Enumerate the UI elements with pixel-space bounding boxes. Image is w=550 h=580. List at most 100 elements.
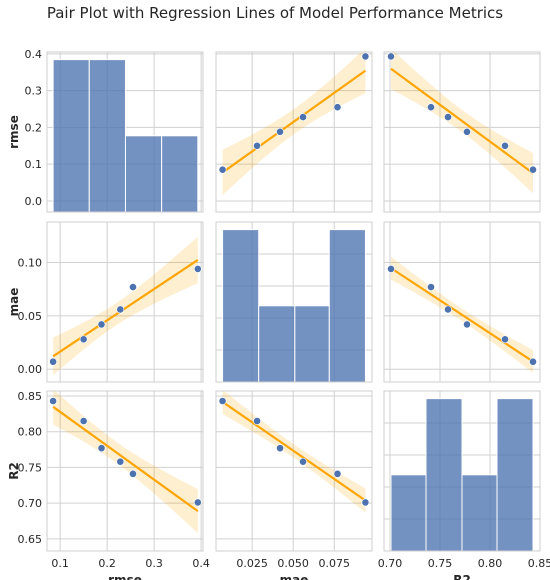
histogram-bar [390,474,427,552]
scatter-point [361,498,370,507]
scatter-point [427,103,435,112]
scatter-point [361,52,370,61]
histogram-bar [496,398,534,552]
panel-R2-vs-R2: 0.70 0.75 0.80 0.85 R2 [378,390,550,580]
confidence-band [53,391,198,534]
y-axis-label: mae [7,288,21,317]
scatter-point [79,335,88,344]
chart-title: Pair Plot with Regression Lines of Model… [47,4,503,22]
histogram-bar [294,305,330,383]
panel-R2-vs-mae: 0.025 0.050 0.075 mae [215,390,373,580]
x-tick-label: 0.3 [145,557,163,570]
histogram-bar [258,305,296,383]
x-tick-label: 0.70 [378,557,403,570]
panel-frame [383,51,541,213]
histogram-bar [222,229,260,383]
scatter-point [444,305,452,314]
scatter-point [129,469,137,478]
x-axis-label: R2 [453,573,471,580]
confidence-band [53,236,198,376]
regression-line [221,69,367,174]
x-tick-label: 0.85 [528,557,550,570]
y-tick-label: 0.75 [18,461,43,474]
histogram-bar [124,135,163,213]
y-tick-label: 0.85 [18,390,43,403]
scatter-point [49,397,58,405]
y-tick-label: 0.1 [25,158,43,171]
confidence-band [222,52,366,196]
histogram-bar [461,474,498,552]
scatter-point [463,320,471,329]
scatter-point [444,113,452,122]
scatter-point [501,141,509,150]
regression-line [390,267,534,363]
histogram-bar [88,59,126,213]
x-tick-label: 0.075 [318,557,350,570]
confidence-band [391,52,533,194]
y-tick-label: 0.2 [25,121,43,134]
panel-frame [46,221,204,383]
y-tick-label: 0.70 [18,497,43,510]
panel-frame [46,51,204,213]
regression-line [221,400,367,502]
scatter-point [116,305,125,314]
x-axis-label: mae [280,573,309,580]
scatter-point [276,444,284,453]
x-tick-label: 0.050 [277,557,309,570]
y-tick-label: 0.00 [18,363,43,376]
regression-line [390,67,534,175]
panel-frame [46,390,204,552]
scatter-point [193,498,202,507]
y-tick-label: 0.80 [18,426,43,439]
scatter-point [333,469,342,478]
y-axis-label: rmse [7,115,21,149]
x-tick-label: 0.025 [236,557,268,570]
panel-frame [215,221,373,383]
histogram-bar [425,398,463,552]
scatter-point [299,457,307,466]
x-tick-label: 0.2 [98,557,116,570]
panel-mae-vs-R2 [383,221,541,383]
scatter-point [253,141,261,150]
scatter-point [116,457,125,466]
scatter-point [97,320,106,329]
y-axis-label: R2 [7,462,21,480]
x-axis-label: rmse [108,573,142,580]
scatter-point [193,265,202,273]
x-tick-label: 0.4 [192,557,210,570]
scatter-point [129,283,137,291]
panel-R2-vs-rmse: 0.65 0.70 0.75 0.80 0.85 R2 0.1 0.2 0.3 0.4 rmse [7,390,210,580]
y-tick-label: 0.05 [18,310,43,323]
histogram-bar [161,135,199,213]
scatter-point [529,357,537,366]
x-tick-label: 0.80 [478,557,503,570]
y-tick-label: 0.3 [25,85,43,98]
scatter-point [97,444,106,453]
panel-frame [215,390,373,552]
scatter-point [253,417,261,425]
x-tick-label: 0.1 [51,557,69,570]
panel-rmse-vs-rmse: 0.0 0.1 0.2 0.3 0.4 rmse [7,48,204,213]
panel-frame [215,51,373,213]
scatter-point [463,127,471,136]
panel-frame [383,221,541,383]
panel-frame [383,390,541,552]
scatter-point [501,335,509,344]
scatter-point [387,265,395,273]
histogram-bar [52,59,90,213]
regression-line [52,259,199,358]
x-tick-label: 0.75 [428,557,453,570]
y-tick-label: 0.4 [25,48,43,61]
panel-rmse-vs-R2 [383,51,541,213]
scatter-point [218,397,227,405]
scatter-point [218,165,227,174]
scatter-point [276,127,284,136]
scatter-point [387,52,395,61]
scatter-point [79,417,88,425]
panel-mae-vs-mae [215,221,373,383]
scatter-point [299,113,307,122]
panel-mae-vs-rmse: 0.00 0.05 0.10 mae [7,221,204,383]
panel-grid: 0.00.10.20.30.4rmse0.000.050.10mae0.650.… [7,48,550,580]
histogram-bar [328,229,366,383]
